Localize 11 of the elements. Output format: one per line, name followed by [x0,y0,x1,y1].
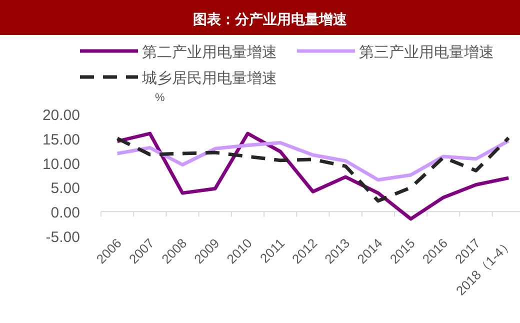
y-tick-label: 20.00 [42,107,80,124]
y-axis-title: % [155,92,165,104]
y-tick-label: 15.00 [42,131,80,148]
y-tick-label: 10.00 [42,156,80,173]
y-tick-label: 0.00 [50,204,80,222]
y-tick-label: -5.00 [46,229,80,246]
legend-label: 第三产业用电量增速 [359,44,494,61]
legend-label: 城乡居民用电量增速 [141,70,277,87]
chart-title: 图表：分产业用电量增速 [193,11,348,27]
y-tick-label: 5.00 [50,180,80,198]
legend-label: 第二产业用电量增速 [142,44,277,61]
